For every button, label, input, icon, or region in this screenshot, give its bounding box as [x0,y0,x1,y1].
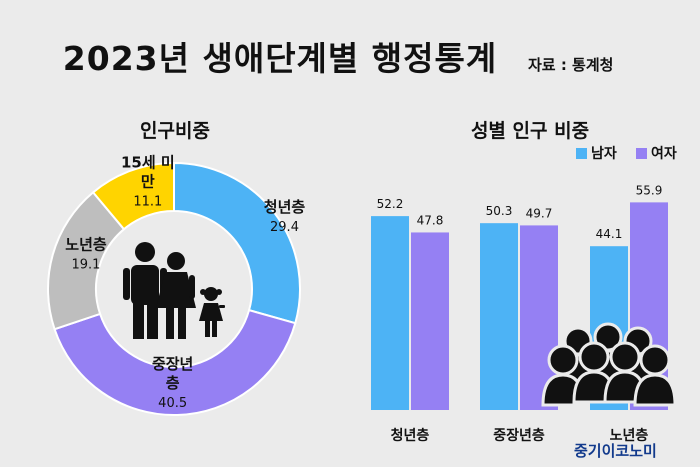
bar [480,223,518,410]
donut-slice [53,308,297,416]
bar-value-label: 50.3 [486,204,513,218]
slice-value: 11.1 [133,194,162,209]
category-label: 노년층 [610,428,649,444]
family-icon [123,242,225,339]
source-note: 자료 : 통계청 [528,56,614,74]
slice-value: 29.4 [270,220,299,235]
slice-label: 중장년 층 [152,355,193,392]
category-label: 중장년층 [493,427,545,444]
bar [411,232,449,410]
donut-slice [173,161,301,325]
crowd-icon [541,322,677,407]
slice-label: 청년층 [264,198,306,216]
bar-value-label: 47.8 [417,213,444,227]
bar-value-label: 55.9 [636,183,663,197]
legend-label: 남자 [591,145,617,162]
donut-chart-title: 인구비중 [140,120,210,142]
brand-watermark: 중기이코노미 [574,442,657,460]
slice-value: 19.1 [71,257,100,272]
slice-label: 노년층 [65,235,107,253]
bar-value-label: 44.1 [596,227,623,241]
page-title: 2023년 생애단계별 행정통계 [62,39,498,78]
legend-label: 여자 [651,145,677,162]
legend-swatch [576,148,587,159]
bar-value-label: 52.2 [377,197,404,211]
donut-slice [91,161,175,231]
bar-value-label: 49.7 [526,206,553,220]
category-label: 청년층 [391,428,430,444]
slice-value: 40.5 [158,396,187,411]
bar [371,216,409,410]
legend-swatch [636,148,647,159]
bar-chart-title: 성별 인구 비중 [470,120,590,142]
